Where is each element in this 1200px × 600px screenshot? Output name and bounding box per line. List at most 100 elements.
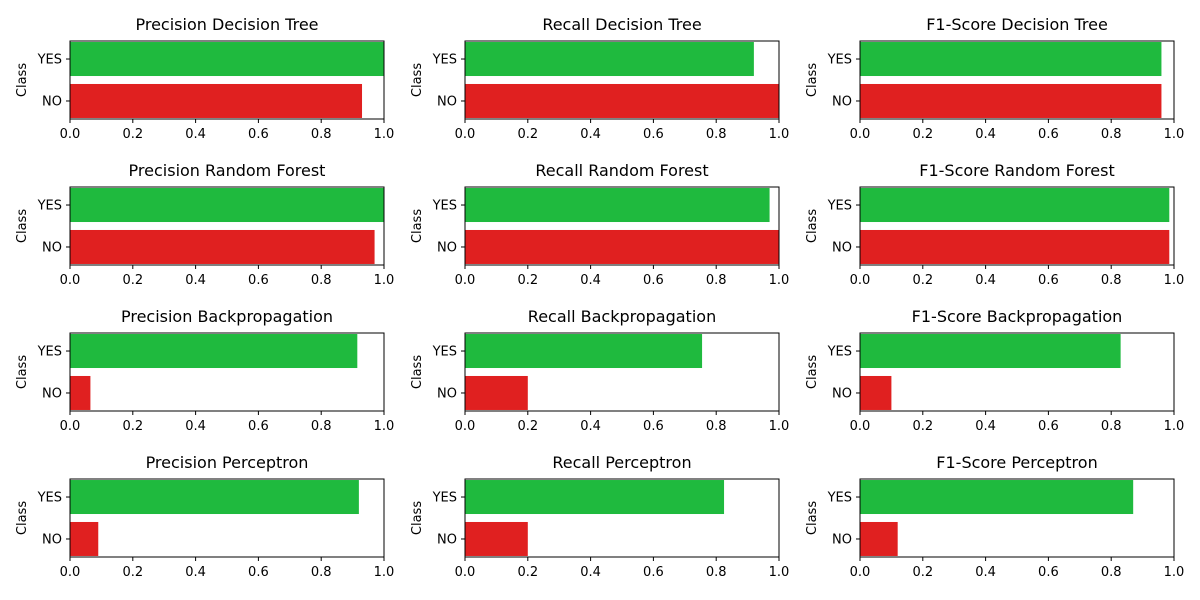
x-tick-label: 0.2 (122, 127, 143, 142)
y-axis-label: Class (15, 63, 30, 97)
y-tick-label: YES (827, 345, 852, 360)
x-tick-label: 0.0 (60, 273, 81, 288)
x-tick-label: 1.0 (374, 273, 395, 288)
y-tick-label: NO (437, 532, 457, 547)
subplot: F1-Score Random Forest YES NO Class 0.0 0.2 0.… (805, 161, 1184, 288)
y-tick-label: YES (432, 491, 457, 506)
axes-frame (859, 40, 1175, 120)
subplot: Recall Perceptron YES NO Class 0.0 0.2 0.4 0.6 0… (410, 453, 789, 580)
x-tick-label: 0.4 (975, 419, 996, 434)
x-tick-label: 0.0 (850, 273, 871, 288)
subplot: F1-Score Decision Tree YES NO Class 0.0 0.2 0.… (805, 15, 1184, 142)
x-tick-label: 0.6 (1038, 419, 1059, 434)
bar-yes (860, 480, 1134, 515)
x-tick-label: 0.6 (1038, 127, 1059, 142)
chart-title: F1-Score Random Forest (919, 161, 1114, 180)
y-axis-label: Class (410, 501, 425, 535)
y-tick-label: YES (432, 345, 457, 360)
y-tick-label: NO (832, 94, 852, 109)
y-tick-label: YES (432, 199, 457, 214)
subplot: Recall Decision Tree YES NO Class 0.0 0.2 0.4 0… (410, 15, 789, 142)
bar-yes (860, 334, 1121, 369)
bar-no (860, 521, 898, 556)
y-tick-label: NO (832, 240, 852, 255)
x-tick-label: 0.4 (580, 273, 601, 288)
subplot: F1-Score Backpropagation YES NO Class 0.0 0.2… (805, 307, 1184, 434)
x-tick-label: 1.0 (769, 273, 790, 288)
axes-frame (69, 186, 385, 266)
bar-no (70, 229, 375, 264)
x-tick-label: 0.2 (517, 565, 538, 580)
x-tick-label: 0.6 (248, 565, 269, 580)
axes-frame (859, 332, 1175, 412)
y-tick-label: YES (37, 199, 62, 214)
y-axis-label: Class (410, 63, 425, 97)
x-tick-label: 0.0 (60, 565, 81, 580)
subplot: Precision Random Forest YES NO Class 0.0 0.2 0… (15, 161, 394, 288)
chart-title: Recall Perceptron (552, 453, 691, 472)
bar-yes (70, 188, 384, 223)
x-tick-label: 0.8 (311, 273, 332, 288)
x-tick-label: 0.4 (580, 565, 601, 580)
x-tick-label: 0.0 (850, 419, 871, 434)
y-tick-label: NO (832, 386, 852, 401)
y-tick-label: NO (832, 532, 852, 547)
y-axis-label: Class (15, 355, 30, 389)
chart-title: F1-Score Backpropagation (912, 307, 1123, 326)
bar-yes (70, 334, 358, 369)
x-tick-label: 0.6 (643, 273, 664, 288)
x-tick-label: 0.4 (185, 127, 206, 142)
axes-frame (69, 332, 385, 412)
chart-title: F1-Score Perceptron (936, 453, 1097, 472)
y-axis-label: Class (410, 209, 425, 243)
axes-frame (464, 186, 780, 266)
x-tick-label: 1.0 (769, 127, 790, 142)
x-tick-label: 0.4 (975, 273, 996, 288)
chart-title: Precision Decision Tree (135, 15, 318, 34)
x-tick-label: 0.2 (912, 127, 933, 142)
x-tick-label: 0.8 (1101, 419, 1122, 434)
bar-yes (465, 42, 754, 77)
x-tick-label: 0.6 (1038, 565, 1059, 580)
x-tick-label: 0.2 (912, 419, 933, 434)
axes-frame (464, 40, 780, 120)
bar-yes (465, 480, 725, 515)
x-tick-label: 0.2 (912, 273, 933, 288)
x-tick-label: 0.6 (643, 419, 664, 434)
x-tick-label: 1.0 (1164, 273, 1185, 288)
x-tick-label: 0.4 (185, 273, 206, 288)
x-tick-label: 1.0 (1164, 127, 1185, 142)
x-tick-label: 0.6 (248, 273, 269, 288)
x-tick-label: 0.4 (975, 565, 996, 580)
axes-frame (69, 40, 385, 120)
bar-no (465, 375, 528, 410)
x-tick-label: 1.0 (769, 419, 790, 434)
x-tick-label: 0.6 (643, 127, 664, 142)
x-tick-label: 0.8 (311, 565, 332, 580)
x-tick-label: 1.0 (769, 565, 790, 580)
bar-yes (70, 42, 384, 77)
y-axis-label: Class (410, 355, 425, 389)
bar-no (465, 229, 779, 264)
y-tick-label: YES (432, 53, 457, 68)
x-tick-label: 0.2 (517, 273, 538, 288)
y-axis-label: Class (805, 63, 820, 97)
y-tick-label: YES (827, 199, 852, 214)
subplot: Recall Backpropagation YES NO Class 0.0 0.2 0.… (410, 307, 789, 434)
axes-frame (69, 478, 385, 558)
y-tick-label: YES (37, 345, 62, 360)
x-tick-label: 0.8 (1101, 273, 1122, 288)
chart-title: F1-Score Decision Tree (926, 15, 1108, 34)
x-tick-label: 0.4 (580, 419, 601, 434)
subplot: Precision Perceptron YES NO Class 0.0 0.2 0.4 0… (15, 453, 394, 580)
subplot: F1-Score Perceptron YES NO Class 0.0 0.2 0.4 0.… (805, 453, 1184, 580)
bar-no (860, 229, 1170, 264)
y-tick-label: YES (37, 53, 62, 68)
chart-title: Recall Decision Tree (542, 15, 701, 34)
x-tick-label: 1.0 (374, 419, 395, 434)
y-tick-label: NO (42, 240, 62, 255)
x-tick-label: 0.0 (60, 419, 81, 434)
x-tick-label: 0.0 (455, 419, 476, 434)
x-tick-label: 0.8 (706, 127, 727, 142)
